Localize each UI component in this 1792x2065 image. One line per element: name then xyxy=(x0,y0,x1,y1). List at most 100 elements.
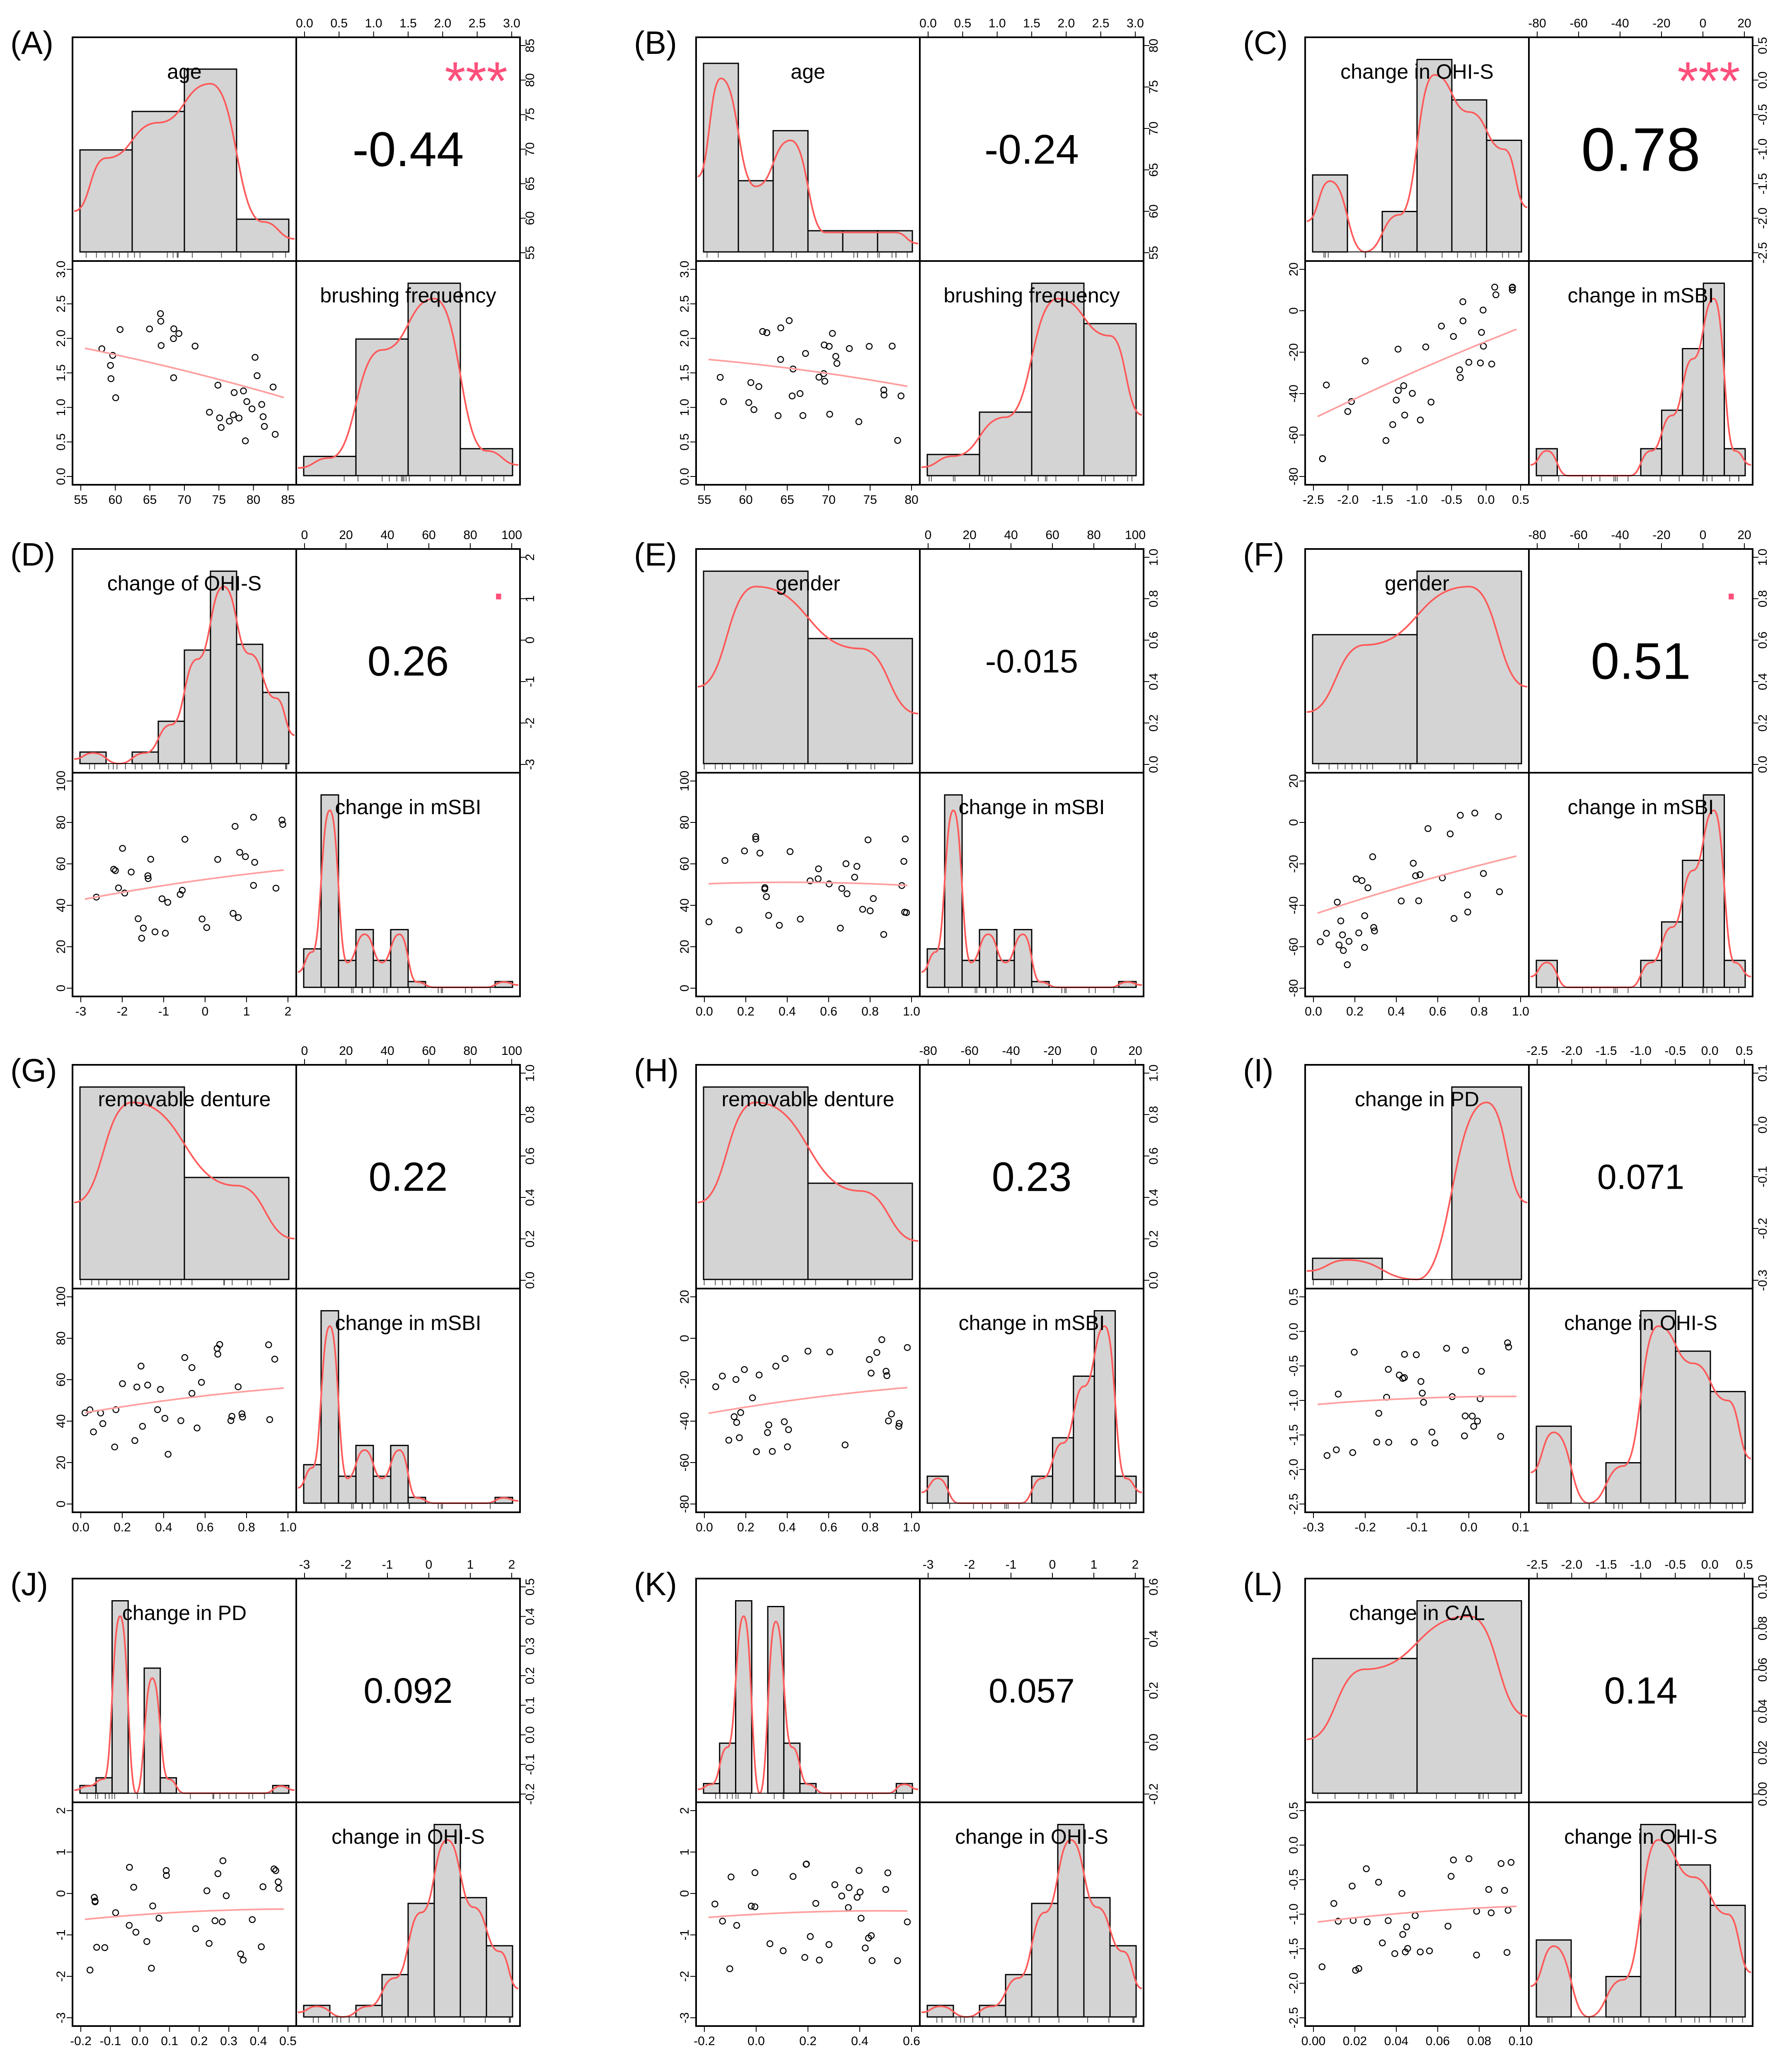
y-axis-right-tick-label: 0.0 xyxy=(523,1726,537,1743)
hist-var2-bar xyxy=(1052,1437,1074,1504)
y-axis-right-tick-label: 0.8 xyxy=(1147,590,1161,607)
panel-h: (H) removable denture change in mSBI 0.23 0.… xyxy=(634,1044,1161,1534)
scatter-point xyxy=(90,1428,97,1436)
scatter-point xyxy=(889,343,896,350)
hist-var1-bar xyxy=(79,149,133,253)
scatter-point xyxy=(756,849,764,857)
hist-var1-bar xyxy=(184,1177,290,1280)
x-axis-bottom-tick-label: 0.0 xyxy=(1478,493,1495,507)
x-axis-bottom-tick-label: -0.2 xyxy=(70,2034,92,2048)
hist-var2-bar xyxy=(944,794,963,988)
x-axis-top-tick-label: -2 xyxy=(341,1558,352,1572)
scatter-point xyxy=(883,1368,890,1375)
hist-var1-rug xyxy=(706,252,908,258)
x-axis-bottom-tick-label: 80 xyxy=(904,493,918,507)
scatter-point xyxy=(110,866,117,873)
x-axis-bottom-tick-label: 0.3 xyxy=(220,2034,237,2048)
scatter-point xyxy=(157,318,164,325)
x-axis-top-tick-label: -20 xyxy=(1652,17,1670,30)
y-axis-right-tick-label: 1 xyxy=(523,595,537,602)
scatter-points xyxy=(717,317,904,444)
correlation-value: -0.015 xyxy=(985,643,1078,679)
hist-var1-density-curve xyxy=(1306,585,1528,713)
hist-var2-bar xyxy=(459,448,513,476)
scatter-point xyxy=(750,406,757,413)
x-axis-top-tick-label: 60 xyxy=(422,528,435,542)
panel-g: (G) removable denture change in mSBI 0.22 0.… xyxy=(10,1044,537,1534)
y-axis-right-tick-label: 80 xyxy=(1147,39,1161,52)
scatter-point xyxy=(880,392,888,399)
hist-var2-bar xyxy=(1093,1310,1116,1504)
y-axis-right-tick-label: 55 xyxy=(523,246,537,259)
scatter-point xyxy=(191,343,199,350)
cell-scatter xyxy=(695,260,921,486)
scatter-point xyxy=(112,1909,119,1916)
scatter-point xyxy=(214,1870,222,1877)
y-axis-left-tick-label: -60 xyxy=(1287,426,1301,444)
cell-scatter xyxy=(1304,1801,1530,2027)
x-axis-top-tick-label: -20 xyxy=(1652,528,1670,542)
scatter-point xyxy=(873,1349,880,1356)
scatter-point xyxy=(1450,915,1458,922)
scatter-point xyxy=(1385,1917,1392,1924)
y-axis-right-tick-label: -2 xyxy=(523,718,537,729)
y-axis-left-tick-label: 1.5 xyxy=(54,364,68,382)
scatter-point xyxy=(763,893,770,900)
scatter-point xyxy=(735,926,742,933)
x-axis-top-tick-label: -1 xyxy=(382,1558,393,1572)
scatter-smoother-line xyxy=(708,1386,908,1415)
correlation-value: 0.071 xyxy=(1597,1158,1684,1197)
x-axis-top-tick-label: -2.5 xyxy=(1526,1558,1548,1572)
hist-var2-bar xyxy=(979,411,1033,476)
scatter-point xyxy=(206,1940,213,1947)
scatter-point xyxy=(753,1448,760,1455)
scatter-point xyxy=(1400,382,1407,389)
panel-f: (F) gender change in mSBI 0.51 · 0.0 0.2 0.4 0.6… xyxy=(1243,528,1770,1018)
x-axis-bottom-tick-label: 0.06 xyxy=(1426,2034,1450,2048)
x-axis-bottom-tick-label: 0.2 xyxy=(737,1005,755,1018)
var1-label: gender xyxy=(776,572,840,595)
y-axis-right-tick-label: -0.5 xyxy=(1756,104,1770,126)
scatter-point xyxy=(175,330,183,337)
hist-var2-bar xyxy=(407,283,461,476)
scatter-point xyxy=(192,1925,199,1932)
panel-e: (E) gender change in mSBI -0.015 0.0 0.2 0.4 0.… xyxy=(634,528,1161,1018)
y-axis-right-tick-label: 0.08 xyxy=(1756,1616,1770,1640)
scatter-point xyxy=(785,1426,792,1433)
y-axis-left-tick-label: 40 xyxy=(54,1414,68,1428)
scatter-point xyxy=(1431,1439,1439,1446)
scatter-point xyxy=(235,414,243,422)
scatter-point xyxy=(146,325,153,333)
scatter-point xyxy=(1450,333,1457,340)
hist-var2-rug xyxy=(936,2017,1135,2023)
scatter-point xyxy=(802,350,809,357)
scatter-point xyxy=(878,1336,885,1343)
cell-correlation xyxy=(919,1578,1144,1803)
scatter-points xyxy=(93,814,286,942)
scatter-point xyxy=(1340,947,1347,954)
scatter-point xyxy=(188,1390,196,1397)
x-axis-bottom-tick-label: -0.2 xyxy=(1354,1521,1376,1534)
y-axis-left-tick-label: 100 xyxy=(678,771,692,791)
panel-l: (L) change in CAL change in OHI-S 0.14 0.00 0… xyxy=(1243,1558,1770,2048)
hist-var2-bar xyxy=(1083,323,1137,476)
hist-var1-bar xyxy=(703,63,739,253)
x-axis-top-tick-label: 3.0 xyxy=(503,17,520,30)
y-axis-right-tick-label: 0.5 xyxy=(523,1578,537,1596)
x-axis-top-tick-label: 100 xyxy=(501,528,522,542)
y-axis-left-tick-label: -3 xyxy=(678,2012,692,2024)
hist-var2-rug xyxy=(948,987,1115,993)
scatter-point xyxy=(829,330,836,337)
scatter-point xyxy=(781,1418,788,1425)
scatter-point xyxy=(239,1956,247,1963)
scatter-point xyxy=(711,1901,718,1908)
var2-label: brushing frequency xyxy=(943,284,1120,307)
x-axis-bottom-tick-label: 0.8 xyxy=(1470,1005,1488,1018)
scatter-point xyxy=(1504,1339,1511,1347)
x-axis-top-tick-label: 80 xyxy=(1087,528,1100,542)
hist-var1-rug xyxy=(1317,1793,1516,1799)
hist-var2-bar xyxy=(1536,1425,1572,1504)
scatter-point xyxy=(237,1950,244,1958)
